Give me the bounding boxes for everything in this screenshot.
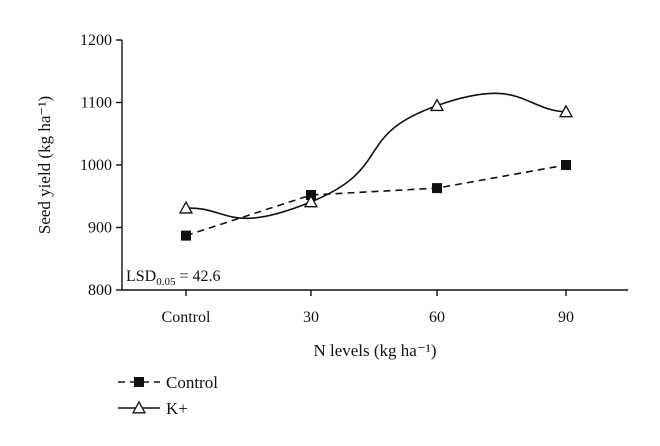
y-axis-title: Seed yield (kg ha⁻¹) <box>35 96 54 234</box>
x-axis-title: N levels (kg ha⁻¹) <box>313 341 436 360</box>
x-ticks: Control 30 60 90 <box>162 290 574 326</box>
lsd-base: LSD <box>126 268 156 285</box>
lsd-value: = 42.6 <box>175 268 220 285</box>
y-tick-label: 1200 <box>80 32 112 49</box>
legend-label: K+ <box>166 399 188 418</box>
axes <box>121 40 628 291</box>
x-tick-label: Control <box>162 309 211 326</box>
y-tick-label: 1000 <box>80 157 112 174</box>
y-tick-label: 1100 <box>81 95 112 112</box>
lsd-annotation: LSD0.05 = 42.6 <box>126 268 221 288</box>
y-tick-label: 900 <box>88 220 112 237</box>
data-point <box>561 160 571 170</box>
y-ticks: 800 900 1000 1100 1200 <box>80 32 122 299</box>
legend-marker <box>131 400 147 414</box>
legend-label: Control <box>166 373 218 392</box>
y-tick-label: 800 <box>88 282 112 299</box>
data-point <box>303 194 319 208</box>
x-tick-label: 30 <box>303 309 319 326</box>
data-point <box>429 98 445 112</box>
lsd-subscript: 0.05 <box>156 276 176 288</box>
x-tick-label: 90 <box>558 309 574 326</box>
legend: Control K+ <box>118 373 218 418</box>
data-point <box>181 230 191 241</box>
series-line-k-plus <box>185 92 567 220</box>
series-layer <box>178 92 574 241</box>
series-line-control <box>185 164 567 237</box>
legend-marker <box>134 377 144 387</box>
data-point <box>432 183 442 194</box>
data-point <box>178 200 194 214</box>
data-point <box>558 104 574 118</box>
x-tick-label: 60 <box>429 309 445 326</box>
